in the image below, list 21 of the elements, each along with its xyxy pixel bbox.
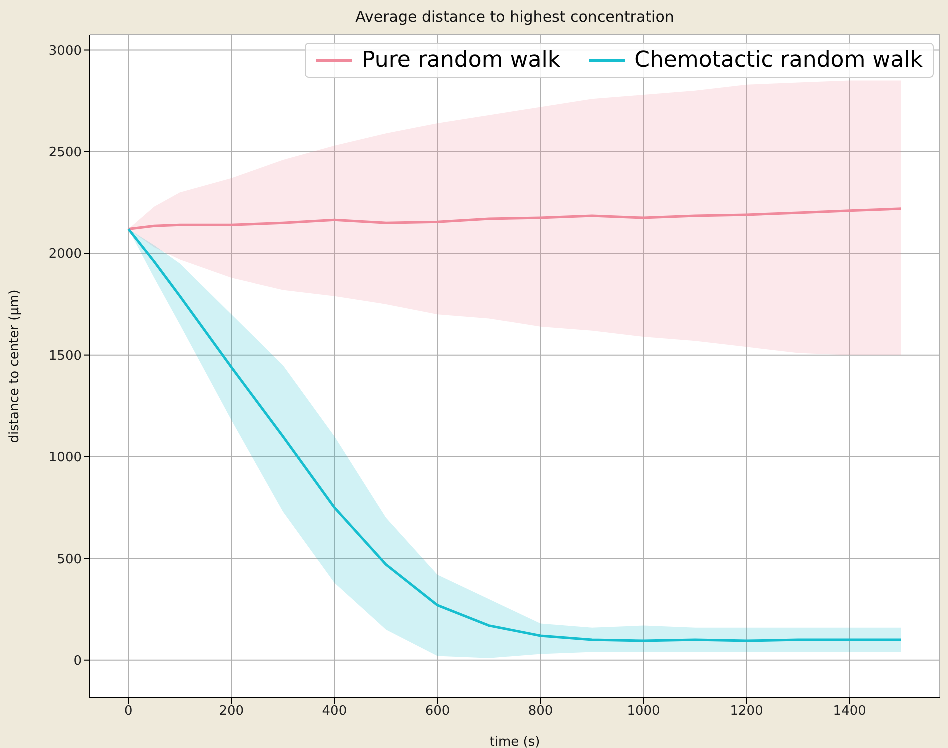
- x-axis-title: time (s): [490, 735, 540, 748]
- x-tick-label: 400: [322, 704, 348, 720]
- chart-title: Average distance to highest concentration: [354, 8, 676, 26]
- x-tick-label: 600: [425, 704, 450, 720]
- y-tick-label: 1500: [48, 348, 82, 364]
- y-tick-label: 2500: [48, 146, 82, 161]
- x-tick-label: 800: [528, 704, 554, 720]
- x-tick-label: 1000: [627, 704, 660, 720]
- y-tick-label: 0: [74, 654, 82, 669]
- y-tick-label: 500: [57, 552, 82, 568]
- x-tick-label: 1200: [730, 704, 764, 720]
- y-tick-label: 2000: [48, 247, 82, 262]
- x-tick-label: 200: [219, 704, 244, 720]
- x-tick-label: 1400: [833, 704, 866, 720]
- y-tick-label: 3000: [48, 44, 82, 59]
- legend-label: Pure random walk: [362, 48, 561, 73]
- x-tick-label: 0: [124, 704, 133, 720]
- y-axis-title: distance to center (µm): [8, 290, 23, 444]
- legend-label: Chemotactic random walk: [634, 48, 923, 73]
- line-series: [127, 208, 903, 230]
- y-tick-label: 1000: [48, 450, 82, 466]
